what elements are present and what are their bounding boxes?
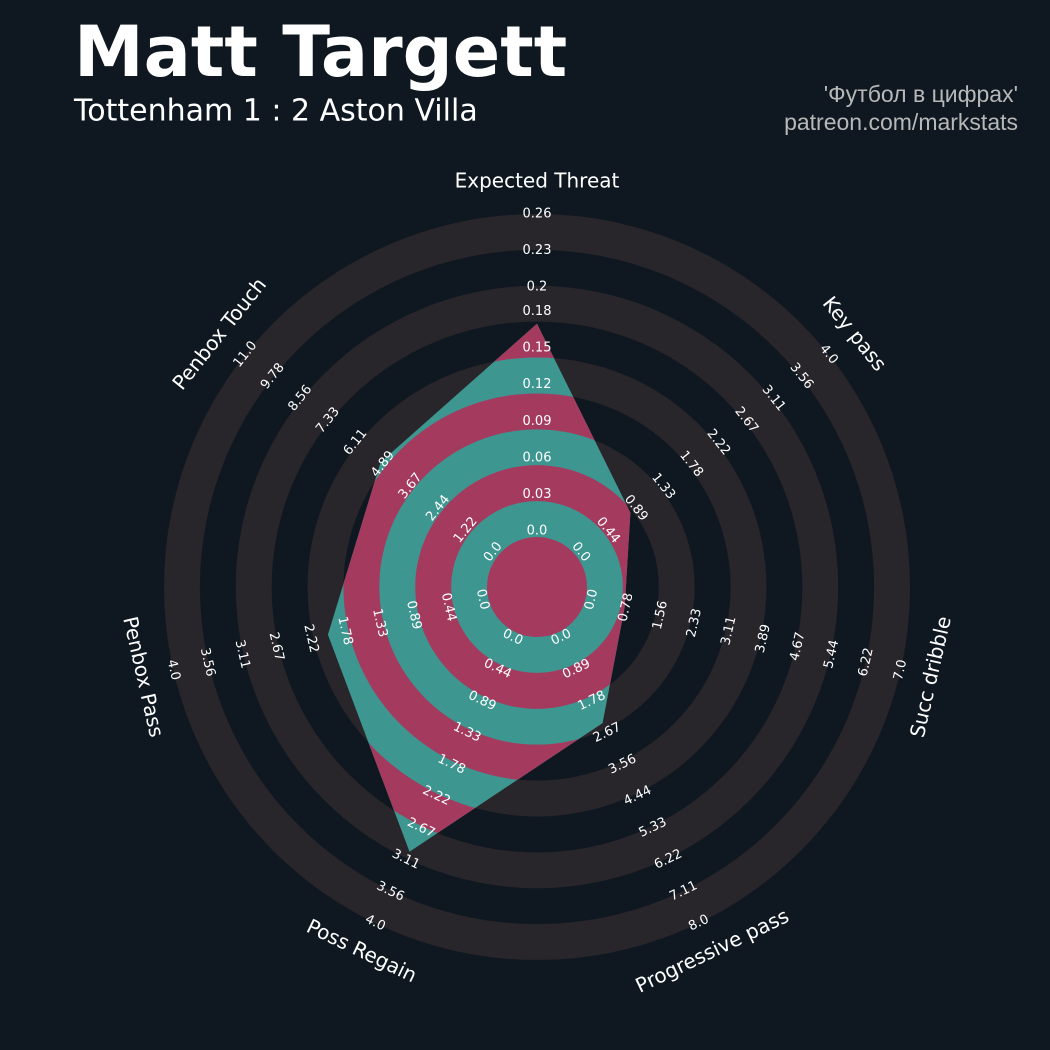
param-label: Expected Threat (455, 169, 620, 193)
tick-label: 0.23 (523, 243, 552, 258)
tick-label: 0.0 (473, 588, 492, 612)
tick-label: 6.22 (856, 646, 877, 678)
tick-label: 0.12 (523, 377, 552, 392)
tick-label: 1.33 (369, 607, 390, 639)
tick-label: 0.03 (523, 487, 552, 502)
tick-label: 0.89 (403, 599, 424, 631)
credit: 'Футбол в цифрах' (824, 81, 1018, 107)
tick-label: 3.11 (718, 615, 739, 647)
tick-label: 0.06 (523, 450, 552, 465)
tick-label: 3.11 (232, 639, 253, 671)
tick-label: 7.0 (891, 658, 910, 682)
tick-label: 1.78 (334, 615, 355, 647)
tick-label: 5.44 (821, 638, 842, 670)
radar-band (487, 537, 587, 637)
tick-label: 3.89 (753, 623, 774, 655)
tick-label: 2.67 (266, 631, 287, 663)
tick-label: 0.2 (527, 280, 548, 295)
tick-label: 2.22 (300, 623, 321, 655)
tick-label: 4.0 (164, 658, 183, 682)
tick-label: 3.56 (197, 646, 218, 678)
tick-label: 1.56 (650, 599, 671, 631)
tick-label: 4.67 (787, 631, 808, 663)
tick-label: 0.44 (438, 591, 459, 623)
tick-label: 0.09 (523, 414, 552, 429)
chart-title: Matt Targett (74, 11, 567, 93)
tick-label: 0.0 (527, 524, 548, 539)
tick-label: 0.26 (523, 207, 552, 222)
tick-label: 0.18 (523, 304, 552, 319)
credit: patreon.com/markstats (784, 109, 1018, 135)
radar-bands (327, 323, 631, 852)
tick-label: 0.78 (615, 592, 636, 624)
tick-label: 0.0 (582, 588, 601, 612)
tick-label: 2.33 (684, 607, 705, 639)
tick-label: 0.15 (523, 341, 552, 356)
chart-subtitle: Tottenham 1 : 2 Aston Villa (73, 94, 478, 129)
radar-band (415, 465, 631, 709)
